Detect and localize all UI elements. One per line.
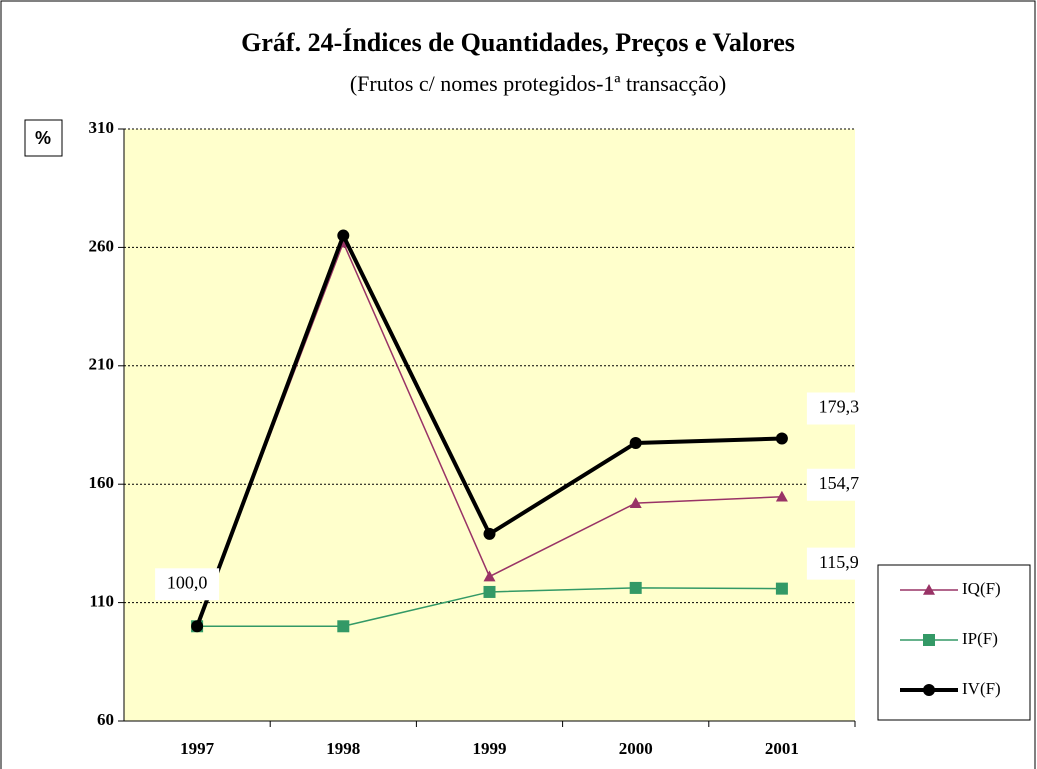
data-label: 115,9 (819, 552, 859, 572)
y-tick-label: 110 (89, 592, 114, 611)
y-tick-label: 310 (89, 118, 115, 137)
data-label: 179,3 (819, 397, 860, 417)
data-label: 100,0 (167, 572, 208, 592)
chart-subtitle: (Frutos c/ nomes protegidos-1ª transacçã… (350, 71, 726, 96)
marker (483, 585, 496, 598)
legend-label: IV(F) (962, 679, 1001, 698)
label-bg (806, 468, 871, 501)
y-tick-label: 160 (89, 473, 115, 492)
y-tick-label: 60 (97, 710, 114, 729)
y-tick-label: 260 (89, 236, 115, 255)
x-tick-label: 1997 (180, 739, 215, 758)
y-tick-label: 210 (89, 355, 115, 374)
marker (629, 497, 642, 508)
marker (775, 490, 788, 502)
y-axis-label: % (35, 128, 51, 148)
marker (923, 584, 935, 595)
data-label: 154,7 (819, 473, 860, 493)
x-tick-label: 1998 (326, 739, 360, 758)
marker (629, 581, 642, 594)
y-label-box (24, 119, 63, 157)
marker (775, 432, 788, 445)
label-bg (806, 392, 871, 425)
label-bg (155, 568, 220, 601)
marker (775, 582, 788, 595)
x-tick-label: 1999 (473, 739, 507, 758)
marker (923, 684, 935, 696)
x-tick-label: 2000 (619, 739, 653, 758)
marker (483, 527, 496, 540)
chart-title: Gráf. 24-Índices de Quantidades, Preços … (241, 28, 795, 57)
marker (191, 620, 204, 633)
marker (629, 436, 642, 449)
marker (923, 634, 935, 646)
legend-label: IP(F) (962, 629, 998, 648)
legend (877, 564, 1031, 721)
marker (337, 620, 350, 633)
x-tick-label: 2001 (765, 739, 799, 758)
legend-label: IQ(F) (962, 579, 1001, 598)
marker (337, 229, 350, 242)
label-bg (806, 547, 871, 580)
marker (483, 570, 496, 582)
plot-area (124, 129, 855, 721)
